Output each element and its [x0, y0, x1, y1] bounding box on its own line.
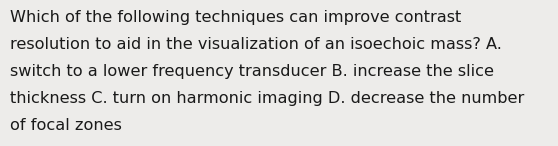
Text: Which of the following techniques can improve contrast: Which of the following techniques can im… — [10, 10, 461, 25]
Text: resolution to aid in the visualization of an isoechoic mass? A.: resolution to aid in the visualization o… — [10, 37, 502, 52]
Text: of focal zones: of focal zones — [10, 118, 122, 133]
Text: switch to a lower frequency transducer B. increase the slice: switch to a lower frequency transducer B… — [10, 64, 494, 79]
Text: thickness C. turn on harmonic imaging D. decrease the number: thickness C. turn on harmonic imaging D.… — [10, 91, 525, 106]
